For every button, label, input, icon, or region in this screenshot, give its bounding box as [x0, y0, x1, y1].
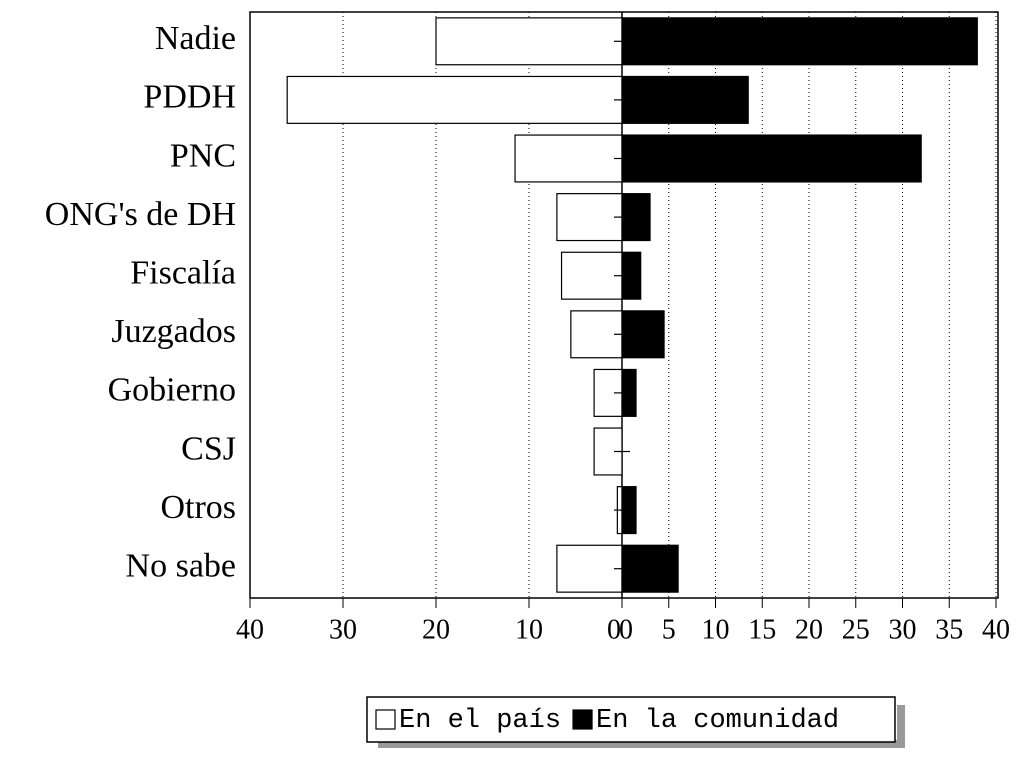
bar [556, 193, 623, 242]
bar [621, 75, 749, 124]
x-tick-label: 35 [935, 614, 963, 645]
x-tick-label: 30 [889, 614, 917, 645]
x2-tick-label: 20 [422, 614, 450, 645]
legend-box [366, 696, 896, 743]
y-tick-label: Gobierno [108, 372, 236, 409]
y-tick-label: Nadie [155, 20, 236, 57]
bar [286, 75, 623, 124]
x-tick-label: 5 [662, 614, 676, 645]
bar [560, 251, 623, 300]
bar [570, 310, 623, 359]
bar [556, 544, 623, 593]
x2-tick-label: 10 [515, 614, 543, 645]
bar [621, 544, 679, 593]
legend-shadow [897, 705, 905, 748]
y-tick-label: CSJ [181, 430, 236, 467]
x-tick-label: 25 [842, 614, 870, 645]
plot-frame [249, 11, 999, 599]
bar [621, 134, 922, 183]
y-tick-label: PDDH [143, 79, 236, 116]
y-tick-label: No sabe [126, 547, 236, 584]
x-tick-label: 20 [795, 614, 823, 645]
legend-shadow [378, 740, 905, 748]
x-tick-label: 15 [748, 614, 776, 645]
y-tick-label: Fiscalía [130, 254, 236, 291]
legend-swatch [375, 709, 396, 730]
x2-tick-label: 0 [607, 614, 621, 645]
x-tick-label: 40 [982, 614, 1010, 645]
x-tick-label: 10 [702, 614, 730, 645]
bar [514, 134, 623, 183]
x-tick-label: 0 [619, 614, 633, 645]
x2-tick-label: 30 [329, 614, 357, 645]
bar [621, 17, 978, 66]
y-tick-label: PNC [170, 137, 236, 174]
x2-tick-label: 40 [236, 614, 264, 645]
legend-swatch [572, 709, 593, 730]
legend-label: En la comunidad [596, 706, 839, 736]
bar [435, 17, 623, 66]
y-tick-label: ONG's de DH [45, 196, 236, 233]
legend-label: En el país [399, 706, 561, 736]
y-tick-label: Juzgados [111, 313, 236, 350]
y-tick-label: Otros [160, 489, 236, 526]
